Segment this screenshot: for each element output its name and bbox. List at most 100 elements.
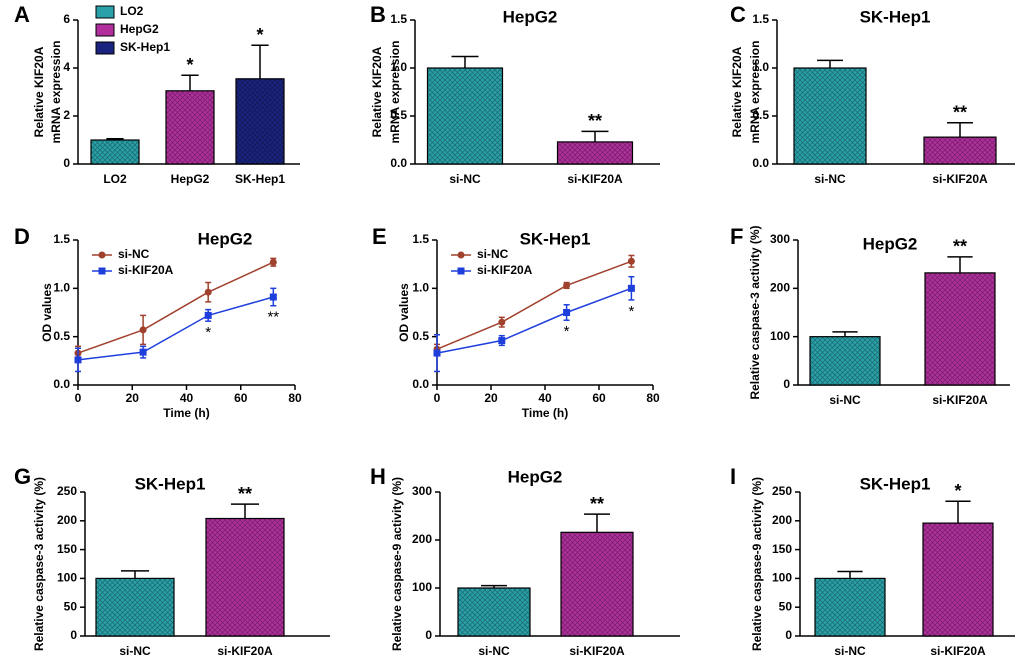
x-tick-label: 20: [126, 391, 140, 405]
y-axis-label: mRNA expression: [388, 41, 402, 144]
y-tick-label: 200: [412, 532, 432, 546]
x-tick-label: si-KIF20A: [932, 172, 988, 186]
y-tick-label: 0.0: [53, 377, 70, 391]
point: [433, 349, 441, 357]
y-tick-label: 0.5: [412, 329, 429, 343]
point: [627, 257, 635, 265]
y-tick-label: 50: [64, 599, 78, 613]
x-tick-label: si-NC: [829, 393, 861, 407]
error-bar: [251, 44, 269, 79]
y-tick-label: 0: [783, 377, 790, 391]
x-tick-label: 20: [484, 391, 498, 405]
x-tick-label: 60: [234, 391, 248, 405]
x-tick-label: si-KIF20A: [932, 393, 988, 407]
legend-marker: [457, 267, 465, 275]
series-line: [436, 260, 632, 350]
error-bar: [106, 138, 124, 140]
y-tick-label: 1.5: [412, 232, 429, 246]
x-tick-label: si-NC: [834, 644, 866, 658]
significance: **: [590, 494, 604, 514]
y-tick-label: 150: [772, 542, 792, 556]
y-tick-label: 0.5: [752, 108, 769, 122]
error-bar: [120, 570, 150, 579]
point: [498, 318, 506, 326]
significance: **: [267, 309, 279, 326]
bar: [922, 522, 994, 637]
chart-title: SK-Hep1: [860, 474, 931, 493]
y-axis-label: Relative KIF20A: [370, 46, 384, 137]
error-bar: [481, 584, 507, 588]
error-bar: [837, 570, 863, 579]
y-axis-label: Relative caspase-3 activity (%): [32, 477, 46, 651]
significance: **: [588, 111, 602, 131]
y-tick-label: 6: [63, 12, 70, 26]
y-tick-label: 1.0: [53, 281, 70, 295]
point: [204, 288, 212, 296]
x-tick-label: LO2: [103, 172, 127, 186]
y-tick-label: 0: [63, 156, 70, 170]
y-axis-label: Relative KIF20A: [32, 46, 46, 137]
error-bar: [947, 121, 973, 138]
series-line: [77, 261, 274, 354]
chart-title: SK-Hep1: [135, 474, 206, 493]
y-tick-label: 250: [57, 484, 77, 498]
panel-letter: D: [14, 224, 30, 249]
significance: **: [238, 484, 252, 504]
y-tick-label: 200: [772, 513, 792, 527]
legend-label: si-KIF20A: [477, 263, 533, 277]
legend-marker: [98, 267, 106, 275]
point: [269, 258, 277, 266]
x-tick-label: 40: [538, 391, 552, 405]
y-tick-label: 2: [63, 108, 70, 122]
bar: [90, 139, 140, 165]
significance: *: [205, 324, 211, 341]
y-tick-label: 150: [57, 542, 77, 556]
y-tick-label: 0.5: [390, 108, 407, 122]
y-axis-label: Relative KIF20A: [730, 46, 744, 137]
x-axis-label: Time (h): [163, 406, 209, 420]
bar: [205, 517, 285, 637]
y-tick-label: 200: [57, 513, 77, 527]
y-tick-label: 0.5: [53, 329, 70, 343]
point: [627, 284, 635, 292]
panel-letter: C: [730, 2, 746, 27]
x-axis-label: Time (h): [522, 406, 568, 420]
y-tick-label: 0: [785, 628, 792, 642]
legend-label: SK-Hep1: [120, 40, 170, 54]
x-tick-label: si-KIF20A: [567, 172, 623, 186]
chart-title: HepG2: [863, 234, 918, 253]
bar: [923, 136, 997, 165]
point: [498, 337, 506, 345]
bar: [426, 67, 504, 165]
error-bar: [451, 55, 479, 68]
bar: [95, 577, 175, 637]
x-tick-label: HepG2: [171, 172, 210, 186]
x-tick-label: 40: [180, 391, 194, 405]
point: [74, 356, 82, 364]
bar: [814, 577, 886, 637]
x-tick-label: SK-Hep1: [235, 172, 285, 186]
chart-title: HepG2: [508, 467, 563, 486]
bar: [560, 531, 634, 637]
y-tick-label: 1.0: [752, 60, 769, 74]
error-bar: [584, 513, 610, 533]
y-tick-label: 4: [63, 60, 70, 74]
y-axis-label: OD values: [40, 283, 54, 342]
y-tick-label: 1.5: [390, 12, 407, 26]
series-line: [77, 296, 274, 361]
x-tick-label: 80: [646, 391, 660, 405]
legend-swatch: [95, 5, 115, 19]
y-tick-label: 100: [772, 571, 792, 585]
x-tick-label: 0: [75, 391, 82, 405]
error-bar: [945, 500, 971, 524]
chart-title: SK-Hep1: [860, 7, 931, 26]
legend-marker: [98, 251, 106, 259]
y-tick-label: 1.5: [752, 12, 769, 26]
panel-letter: F: [730, 224, 743, 249]
panel-letter: I: [730, 464, 736, 489]
y-tick-label: 300: [412, 484, 432, 498]
y-axis-label: Relative caspase-9 activity (%): [390, 477, 404, 651]
panel-letter: A: [14, 2, 30, 27]
bar: [924, 272, 996, 386]
